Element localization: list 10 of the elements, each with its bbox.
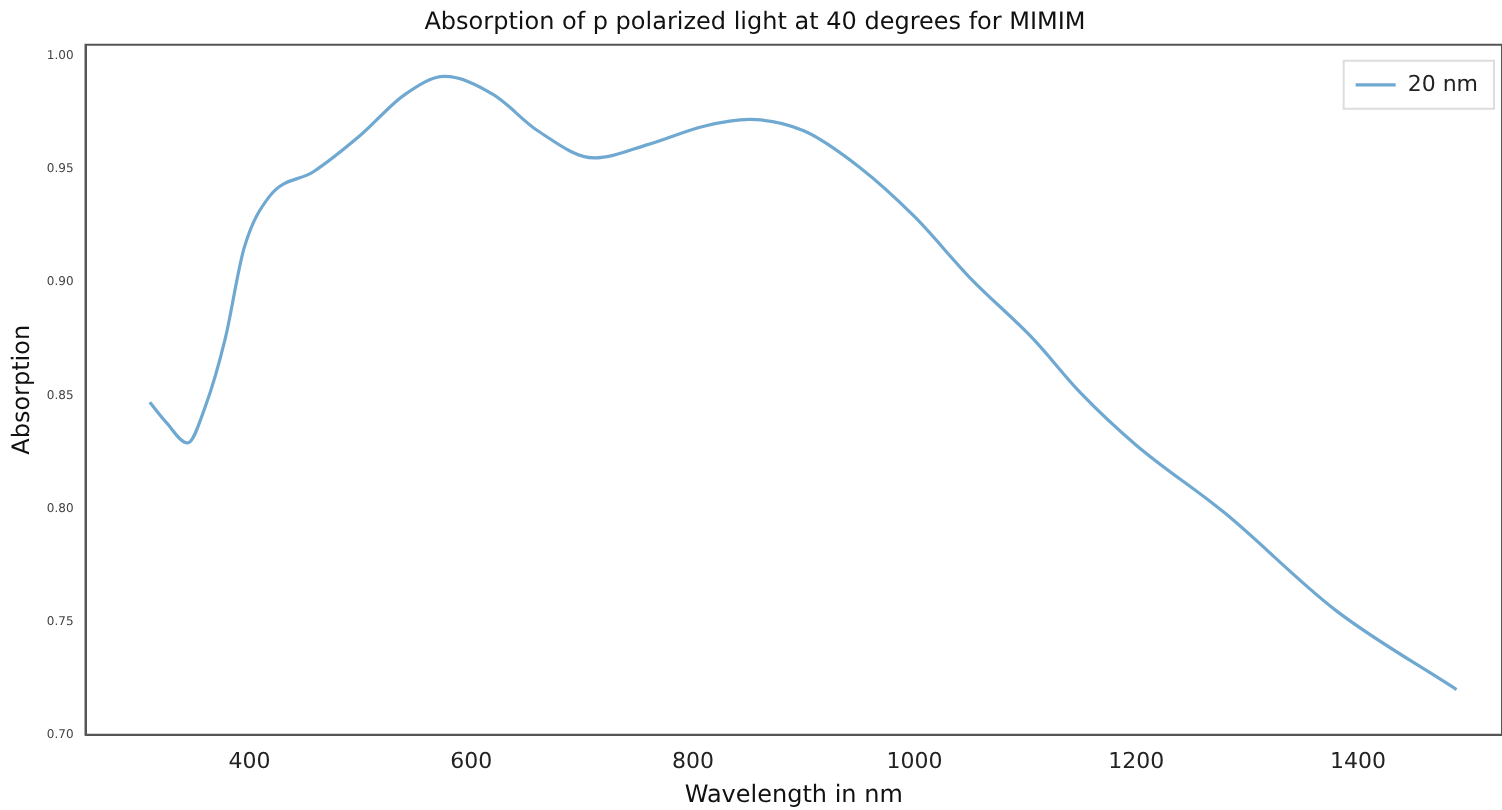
x-tick-label: 1000 (886, 747, 943, 774)
x-axis-title: Wavelength in nm (684, 779, 903, 808)
x-tick-label: 1200 (1108, 747, 1165, 774)
legend-label: 20 nm (1407, 70, 1479, 97)
y-axis-title: Absorption (6, 324, 35, 455)
x-tick-label: 800 (671, 747, 714, 774)
chart-title: Absorption of p polarized light at 40 degrees for MIMIM (424, 6, 1086, 35)
x-tick-label: 1400 (1329, 747, 1386, 774)
x-tick-label: 600 (450, 747, 493, 774)
x-tick-label: 400 (228, 747, 271, 774)
